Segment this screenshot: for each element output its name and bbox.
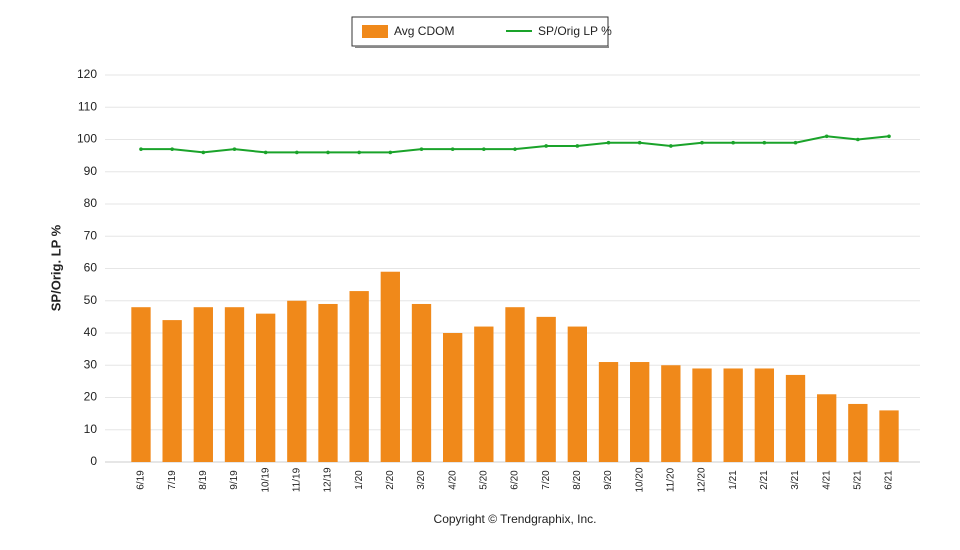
x-tick-label: 7/20	[541, 470, 552, 490]
y-tick-label: 50	[84, 293, 98, 307]
line-point	[326, 150, 330, 155]
x-tick-label: 9/19	[229, 470, 240, 490]
bar	[443, 333, 463, 462]
line-point	[824, 134, 829, 139]
line-point	[482, 147, 486, 151]
line-point	[419, 147, 424, 151]
x-tick-label: 6/19	[136, 470, 147, 490]
x-tick-label: 3/20	[416, 470, 427, 490]
bar	[754, 368, 775, 462]
x-tick-label: 6/20	[510, 470, 521, 490]
bar	[474, 326, 494, 462]
y-tick-label: 10	[84, 422, 98, 436]
line-point	[295, 150, 299, 155]
legend-swatch	[362, 25, 388, 38]
bar	[505, 307, 525, 462]
line-point	[762, 140, 767, 145]
y-tick-label: 60	[84, 261, 98, 275]
y-tick-label: 40	[84, 325, 98, 339]
bar	[879, 410, 899, 462]
x-tick-label: 4/21	[821, 470, 832, 490]
line-point	[139, 147, 143, 151]
line-point	[669, 144, 673, 148]
line-point	[513, 147, 517, 151]
x-tick-label: 10/19	[260, 467, 271, 492]
bar	[661, 365, 681, 462]
y-tick-label: 20	[84, 390, 98, 404]
line-point	[731, 140, 735, 145]
bar	[380, 271, 400, 462]
line-point	[388, 150, 393, 155]
x-tick-label: 8/19	[198, 470, 209, 490]
bar	[817, 394, 837, 462]
bar	[162, 320, 182, 462]
legend-label: Avg CDOM	[394, 24, 454, 38]
bar	[224, 307, 245, 462]
bar	[536, 316, 556, 462]
legend-label: SP/Orig LP %	[538, 24, 612, 38]
bar	[318, 303, 338, 462]
y-tick-label: 110	[78, 99, 97, 113]
y-tick-label: 80	[84, 196, 98, 210]
y-tick-label: 120	[77, 67, 97, 81]
x-tick-label: 12/19	[323, 467, 334, 492]
x-tick-label: 4/20	[447, 470, 458, 490]
bar	[630, 362, 650, 462]
x-tick-label: 2/21	[759, 470, 770, 490]
line-point	[575, 144, 580, 148]
y-tick-label: 70	[84, 228, 98, 242]
x-tick-label: 1/20	[354, 470, 365, 490]
line-point	[544, 144, 548, 148]
x-tick-label: 5/21	[852, 470, 863, 490]
bar	[567, 326, 587, 462]
bar	[598, 362, 619, 462]
line-point	[263, 150, 268, 155]
y-axis-label: SP/Orig. LP %	[48, 224, 63, 311]
legend-box	[351, 16, 609, 47]
line-point	[232, 147, 237, 151]
x-tick-label: 7/19	[167, 470, 178, 490]
line-point	[450, 147, 455, 151]
line-point	[201, 150, 206, 155]
bar	[287, 300, 307, 462]
x-tick-label: 11/19	[291, 467, 302, 492]
y-tick-label: 100	[77, 132, 97, 146]
y-tick-label: 90	[84, 164, 98, 178]
footer: Copyright © Trendgraphix, Inc.	[434, 512, 597, 526]
line-point	[856, 137, 860, 142]
x-tick-label: 8/20	[572, 470, 583, 490]
line-point	[606, 140, 611, 145]
bar	[723, 368, 743, 462]
bar	[692, 368, 712, 462]
x-tick-label: 2/20	[385, 470, 396, 490]
y-tick-label: 0	[90, 454, 97, 468]
bar	[848, 403, 868, 462]
x-tick-label: 5/20	[478, 470, 489, 490]
x-tick-label: 9/20	[603, 470, 614, 490]
bar	[131, 307, 151, 462]
x-tick-label: 10/20	[634, 467, 645, 492]
line-point	[887, 134, 891, 139]
y-tick-label: 30	[84, 357, 98, 371]
bar	[255, 313, 276, 462]
line-point	[357, 150, 361, 155]
line-point	[793, 140, 798, 145]
line-point	[637, 140, 642, 145]
x-tick-label: 3/21	[790, 470, 801, 490]
x-tick-label: 11/20	[665, 467, 676, 492]
bar	[193, 307, 213, 462]
x-tick-label: 1/21	[728, 470, 739, 490]
line-point	[170, 147, 174, 151]
bar	[349, 291, 369, 462]
bar	[411, 303, 432, 462]
x-tick-label: 6/21	[884, 470, 895, 490]
line-point	[700, 140, 704, 145]
x-tick-label: 12/20	[697, 467, 708, 492]
bar	[785, 374, 806, 462]
